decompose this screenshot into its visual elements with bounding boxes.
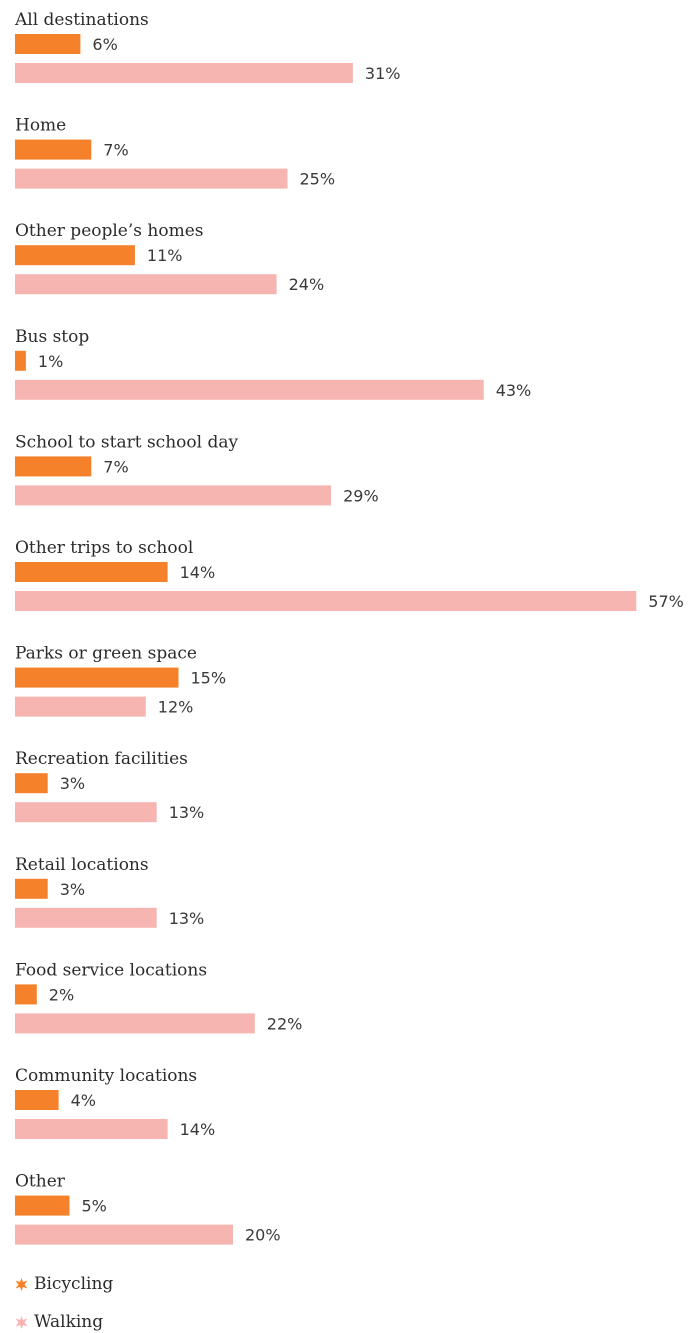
bar-bicycling: [15, 984, 37, 1005]
value-label-bicycling: 3%: [60, 774, 85, 793]
value-label-walking: 13%: [169, 909, 205, 928]
bar-walking: [15, 274, 277, 295]
bar-walking: [15, 1224, 233, 1245]
bar-bicycling: [15, 34, 81, 54]
bar-walking: [15, 485, 332, 506]
category-label: Recreation facilities: [15, 749, 188, 769]
legend-item-bicycling: Bicycling: [15, 1274, 113, 1294]
value-label-walking: 13%: [169, 803, 205, 822]
value-label-bicycling: 14%: [180, 563, 216, 582]
value-label-walking: 29%: [343, 486, 379, 505]
value-label-walking: 57%: [648, 592, 684, 611]
category-label: Food service locations: [15, 960, 207, 980]
value-label-bicycling: 4%: [71, 1091, 96, 1110]
category-label: Other people’s homes: [15, 221, 204, 241]
bar-bicycling: [15, 1195, 70, 1216]
value-label-walking: 25%: [300, 170, 336, 189]
legend-label-walking: Walking: [34, 1312, 104, 1332]
bar-walking: [15, 1119, 168, 1139]
category-label: Bus stop: [15, 327, 89, 347]
value-label-bicycling: 15%: [191, 669, 227, 688]
value-label-bicycling: 7%: [103, 457, 128, 476]
bar-chart: All destinations 6% 31% Home 7% 25% Other peop…: [14, 10, 684, 1245]
category-label: Other: [15, 1172, 66, 1192]
bar-bicycling: [15, 245, 135, 266]
value-label-bicycling: 11%: [147, 246, 183, 265]
value-label-walking: 14%: [180, 1120, 216, 1139]
value-label-walking: 12%: [158, 698, 194, 717]
bar-walking: [15, 1013, 255, 1034]
category-label: Retail locations: [15, 855, 149, 875]
value-label-bicycling: 6%: [92, 35, 117, 54]
bar-walking: [15, 907, 157, 928]
bar-walking: [15, 696, 146, 717]
bar-walking: [15, 802, 157, 823]
bar-bicycling: [15, 878, 48, 899]
bar-walking: [15, 379, 484, 400]
bar-bicycling: [15, 139, 92, 160]
bar-bicycling: [15, 1090, 59, 1110]
bar-walking: [15, 591, 637, 611]
value-label-bicycling: 3%: [60, 880, 85, 899]
bar-bicycling: [15, 456, 92, 477]
value-label-walking: 20%: [245, 1226, 281, 1245]
bicycling-legend-icon: [15, 1277, 28, 1291]
bar-walking: [15, 168, 288, 189]
bar-bicycling: [15, 667, 179, 688]
value-label-walking: 22%: [267, 1014, 303, 1033]
legend-label-bicycling: Bicycling: [34, 1274, 114, 1294]
value-label-bicycling: 5%: [82, 1197, 107, 1216]
value-label-walking: 31%: [365, 64, 401, 83]
value-label-walking: 43%: [496, 381, 532, 400]
bar-bicycling: [15, 350, 26, 371]
legend-item-walking: Walking: [15, 1312, 103, 1332]
category-label: Other trips to school: [15, 538, 193, 558]
category-label: Home: [15, 116, 66, 136]
walking-legend-icon: [15, 1315, 28, 1329]
value-label-bicycling: 7%: [103, 141, 128, 160]
bar-walking: [15, 63, 353, 83]
category-label: All destinations: [14, 10, 149, 30]
category-label: Parks or green space: [15, 644, 197, 664]
value-label-bicycling: 1%: [38, 352, 63, 371]
category-label: Community locations: [15, 1066, 197, 1086]
value-label-walking: 24%: [289, 275, 325, 294]
category-label: School to start school day: [15, 432, 238, 452]
bar-bicycling: [15, 773, 48, 794]
bar-bicycling: [15, 562, 168, 582]
value-label-bicycling: 2%: [49, 985, 74, 1004]
